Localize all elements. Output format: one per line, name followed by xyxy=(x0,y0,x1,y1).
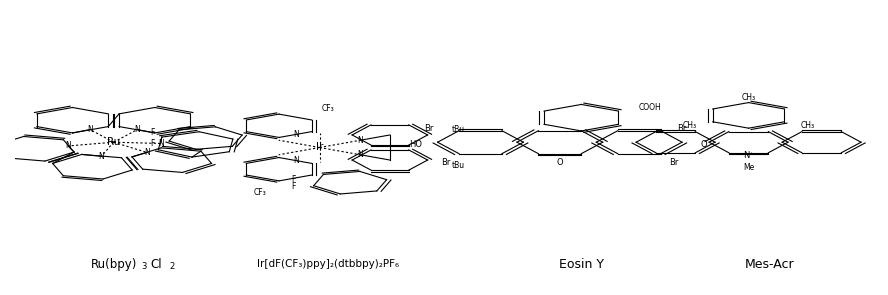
Text: COOH: COOH xyxy=(638,103,662,112)
Text: F: F xyxy=(151,128,155,137)
Text: HO: HO xyxy=(409,140,423,149)
Text: tBu: tBu xyxy=(451,161,464,171)
Text: N: N xyxy=(65,142,71,150)
Text: N: N xyxy=(358,150,363,159)
Text: Br: Br xyxy=(678,124,686,133)
Text: tBu: tBu xyxy=(451,124,464,134)
Text: CH₃: CH₃ xyxy=(741,93,756,101)
Text: N: N xyxy=(134,125,140,134)
Text: Me: Me xyxy=(743,163,754,172)
Text: N: N xyxy=(293,156,299,165)
Text: Ru(bpy): Ru(bpy) xyxy=(91,258,137,271)
Text: N⁺: N⁺ xyxy=(743,151,754,160)
Text: N: N xyxy=(87,125,93,134)
Text: Br: Br xyxy=(441,158,451,167)
Text: F: F xyxy=(291,175,296,184)
Text: CF₃: CF₃ xyxy=(254,188,266,197)
Text: F: F xyxy=(151,140,155,148)
Text: CH₃: CH₃ xyxy=(801,121,815,130)
Text: N: N xyxy=(358,136,363,145)
Text: Ir[dF(CF₃)ppy]₂(dtbbpy)₂PF₆: Ir[dF(CF₃)ppy]₂(dtbbpy)₂PF₆ xyxy=(258,259,400,269)
Text: O: O xyxy=(701,140,707,149)
Text: N: N xyxy=(293,130,299,139)
Text: 3: 3 xyxy=(141,262,147,271)
Text: Cl: Cl xyxy=(151,258,163,271)
Text: CH₃: CH₃ xyxy=(682,121,696,130)
Text: Ir: Ir xyxy=(316,142,323,153)
Text: F: F xyxy=(291,182,296,191)
Text: Mes-Acr: Mes-Acr xyxy=(745,258,795,271)
Text: Eosin Y: Eosin Y xyxy=(559,258,604,271)
Text: O: O xyxy=(557,158,563,167)
Text: Ru: Ru xyxy=(107,137,120,147)
Text: N: N xyxy=(144,148,150,157)
Text: 2: 2 xyxy=(170,262,175,271)
Text: N: N xyxy=(99,152,104,161)
Text: Br: Br xyxy=(424,124,433,133)
Text: N: N xyxy=(158,139,163,148)
Text: CF₃: CF₃ xyxy=(321,104,335,113)
Text: Br: Br xyxy=(669,158,678,167)
